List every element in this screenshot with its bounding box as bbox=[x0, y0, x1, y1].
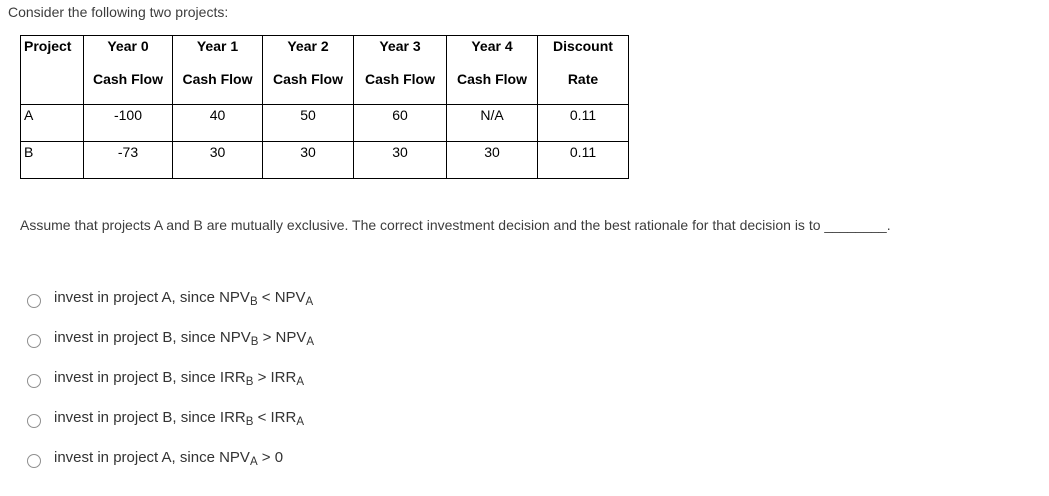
option-text: > IRR bbox=[253, 369, 297, 386]
option-label[interactable]: invest in project A, since NPVA > 0 bbox=[54, 447, 283, 469]
table-cell: 50 bbox=[262, 104, 354, 142]
table-header-year2: Year 2 Cash Flow bbox=[262, 35, 354, 105]
option-subscript: B bbox=[245, 416, 254, 428]
option-label[interactable]: invest in project B, since IRRB < IRRA bbox=[54, 407, 304, 429]
option-text: < NPV bbox=[257, 289, 306, 306]
option-row-4: invest in project B, since IRRB < IRRA bbox=[27, 407, 314, 447]
option-text: < IRR bbox=[253, 409, 297, 426]
option-text: invest in project B, since IRR bbox=[54, 369, 246, 386]
question-text: Assume that projects A and B are mutuall… bbox=[20, 217, 1046, 233]
option-row-2: invest in project B, since NPVB > NPVA bbox=[27, 327, 314, 367]
table-cell: N/A bbox=[446, 104, 538, 142]
answer-blank: ________ bbox=[824, 217, 887, 233]
header-line1: Year 3 bbox=[379, 38, 421, 54]
option-text: invest in project A, since NPV bbox=[54, 289, 250, 306]
table-header-year0: Year 0 Cash Flow bbox=[83, 35, 173, 105]
header-line1: Year 4 bbox=[471, 38, 513, 54]
option-subscript: B bbox=[249, 296, 258, 308]
table-cell: -73 bbox=[83, 141, 173, 179]
table-header-row: Project Year 0 Cash Flow Year 1 Cash Flo… bbox=[20, 35, 629, 105]
option-subscript: A bbox=[296, 416, 305, 428]
option-label[interactable]: invest in project A, since NPVB < NPVA bbox=[54, 287, 313, 309]
question-period: . bbox=[886, 217, 891, 233]
option-label[interactable]: invest in project B, since NPVB > NPVA bbox=[54, 327, 314, 349]
option-subscript: B bbox=[245, 376, 254, 388]
table-row-project-b: B -73 30 30 30 30 0.11 bbox=[20, 141, 629, 179]
radio-button[interactable] bbox=[27, 374, 41, 388]
table-cell: 60 bbox=[353, 104, 447, 142]
table-header-year4: Year 4 Cash Flow bbox=[446, 35, 538, 105]
radio-button[interactable] bbox=[27, 294, 41, 308]
header-line2: Cash Flow bbox=[456, 71, 527, 87]
option-text: > NPV bbox=[258, 329, 307, 346]
header-line2: Cash Flow bbox=[92, 71, 163, 87]
header-line2: Cash Flow bbox=[182, 71, 253, 87]
table-header-project: Project bbox=[20, 35, 84, 105]
option-subscript: A bbox=[305, 296, 314, 308]
table-cell: 0.11 bbox=[537, 141, 629, 179]
option-row-1: invest in project A, since NPVB < NPVA bbox=[27, 287, 314, 327]
radio-button[interactable] bbox=[27, 454, 41, 468]
option-label[interactable]: invest in project B, since IRRB > IRRA bbox=[54, 367, 304, 389]
table-cell: 30 bbox=[262, 141, 354, 179]
radio-button[interactable] bbox=[27, 334, 41, 348]
option-row-3: invest in project B, since IRRB > IRRA bbox=[27, 367, 314, 407]
option-text: invest in project B, since NPV bbox=[54, 329, 251, 346]
header-line2: Cash Flow bbox=[272, 71, 343, 87]
table-cell: -100 bbox=[83, 104, 173, 142]
radio-button[interactable] bbox=[27, 414, 41, 428]
option-subscript: A bbox=[296, 376, 305, 388]
table-cell: 0.11 bbox=[537, 104, 629, 142]
header-line2: Rate bbox=[567, 71, 599, 87]
option-text: > 0 bbox=[257, 449, 284, 466]
table-cell: 30 bbox=[353, 141, 447, 179]
option-row-5: invest in project A, since NPVA > 0 bbox=[27, 447, 314, 487]
table-cell: 30 bbox=[446, 141, 538, 179]
header-line2: Cash Flow bbox=[364, 71, 435, 87]
table-header-discount-rate: Discount Rate bbox=[537, 35, 629, 105]
header-line1: Year 0 bbox=[107, 38, 149, 54]
table-cell: A bbox=[20, 104, 84, 142]
table-row-project-a: A -100 40 50 60 N/A 0.11 bbox=[20, 104, 629, 142]
option-subscript: A bbox=[249, 456, 258, 468]
projects-cash-flow-table: Project Year 0 Cash Flow Year 1 Cash Flo… bbox=[20, 35, 629, 179]
table-cell: 40 bbox=[172, 104, 263, 142]
option-text: invest in project B, since IRR bbox=[54, 409, 246, 426]
table-header-year1: Year 1 Cash Flow bbox=[172, 35, 263, 105]
header-line1: Project bbox=[24, 38, 72, 54]
table-cell: 30 bbox=[172, 141, 263, 179]
header-line1: Discount bbox=[553, 38, 613, 54]
table-cell: B bbox=[20, 141, 84, 179]
option-subscript: B bbox=[250, 336, 259, 348]
intro-text: Consider the following two projects: bbox=[8, 4, 229, 20]
option-subscript: A bbox=[306, 336, 315, 348]
table-header-year3: Year 3 Cash Flow bbox=[353, 35, 447, 105]
header-line1: Year 1 bbox=[196, 38, 239, 54]
option-text: invest in project A, since NPV bbox=[54, 449, 250, 466]
header-line1: Year 2 bbox=[287, 38, 329, 54]
question-stem: Assume that projects A and B are mutuall… bbox=[20, 217, 825, 233]
answer-options-list: invest in project A, since NPVB < NPVA i… bbox=[27, 287, 314, 487]
